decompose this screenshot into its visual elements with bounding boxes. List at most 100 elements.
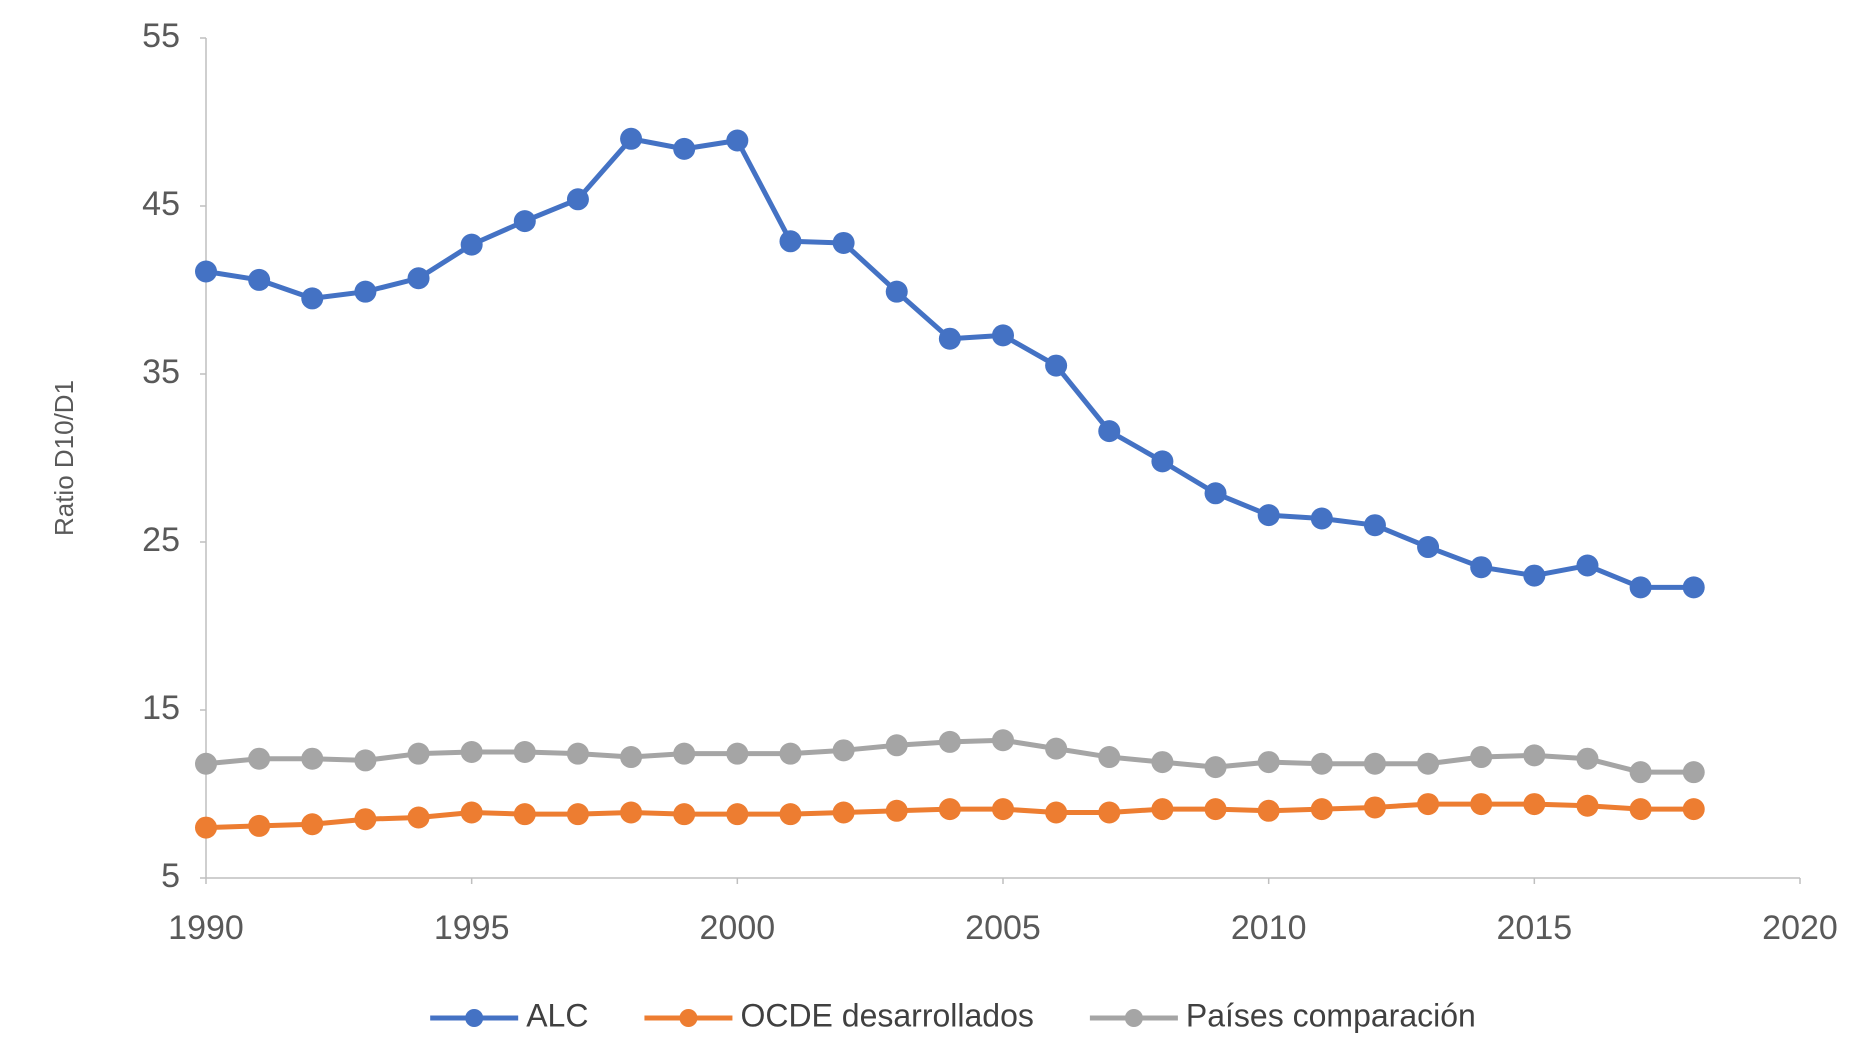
data-point — [1204, 482, 1227, 505]
data-point — [885, 799, 908, 822]
data-point — [1151, 450, 1174, 473]
data-point — [1629, 798, 1652, 821]
data-point — [1310, 507, 1333, 530]
series — [195, 127, 1705, 599]
y-axis-title: Ratio D10/D1 — [49, 380, 79, 536]
data-point — [1310, 798, 1333, 821]
x-tick-label: 2000 — [700, 909, 776, 947]
data-point — [1576, 554, 1599, 577]
data-point — [620, 746, 643, 769]
data-point — [1310, 752, 1333, 775]
data-point — [885, 734, 908, 757]
data-point — [1098, 801, 1121, 824]
data-point — [195, 752, 217, 775]
data-point — [938, 730, 961, 753]
data-point — [832, 801, 855, 824]
data-point — [620, 801, 643, 824]
legend-marker — [679, 1009, 698, 1027]
data-point — [1045, 354, 1068, 377]
data-point — [1470, 746, 1493, 769]
data-point — [354, 280, 377, 303]
data-point — [460, 233, 483, 256]
data-point — [779, 230, 802, 253]
data-point — [1151, 798, 1174, 821]
data-point — [1629, 761, 1652, 784]
data-point — [1204, 756, 1227, 779]
data-point — [673, 137, 696, 160]
data-point — [513, 741, 536, 763]
data-point — [301, 813, 324, 836]
data-point — [1523, 564, 1546, 587]
legend-label: ALC — [526, 997, 588, 1033]
data-point — [1204, 798, 1227, 821]
data-point — [1576, 747, 1599, 770]
data-point — [1045, 801, 1068, 824]
x-tick-label: 1995 — [434, 909, 510, 947]
data-point — [726, 129, 749, 152]
data-point — [407, 267, 430, 290]
legend: ALC OCDE desarrollados Países comparación — [430, 997, 1476, 1033]
data-point — [1523, 744, 1546, 767]
series — [195, 793, 1705, 839]
data-point — [779, 742, 802, 765]
data-point — [407, 742, 430, 765]
data-point — [1576, 794, 1599, 817]
data-point — [1098, 420, 1121, 443]
data-point — [248, 814, 271, 837]
data-point — [1682, 798, 1705, 821]
data-point — [779, 803, 802, 826]
y-tick-label: 15 — [142, 689, 180, 727]
y-tick-label: 5 — [161, 857, 180, 895]
data-point — [1417, 752, 1440, 775]
data-point — [1363, 752, 1386, 775]
data-point — [460, 801, 483, 824]
data-point — [726, 803, 749, 826]
data-point — [673, 803, 696, 826]
data-point — [1098, 746, 1121, 769]
data-point — [1417, 536, 1440, 559]
data-point — [1257, 751, 1280, 774]
x-tick-label: 1990 — [168, 909, 244, 947]
legend-marker — [465, 1009, 484, 1027]
data-point — [938, 327, 961, 350]
data-point — [1151, 751, 1174, 774]
x-tick-label: 2015 — [1497, 909, 1573, 947]
data-point — [354, 808, 377, 831]
legend-item: OCDE desarrollados — [644, 997, 1034, 1033]
data-point — [195, 260, 217, 283]
data-point — [301, 287, 324, 310]
y-tick-label: 35 — [142, 353, 180, 391]
x-tick-label: 2010 — [1231, 909, 1307, 947]
data-point — [1045, 737, 1068, 760]
y-tick-label: 25 — [142, 521, 180, 559]
data-point — [566, 803, 589, 826]
data-point — [1682, 761, 1705, 784]
data-point — [1363, 796, 1386, 819]
data-point — [1257, 504, 1280, 527]
legend-label: Países comparación — [1186, 997, 1476, 1033]
series-line — [205, 136, 1694, 590]
data-point — [992, 798, 1014, 821]
data-point — [726, 742, 749, 765]
data-point — [1682, 576, 1705, 599]
x-tick-label: 2005 — [965, 909, 1041, 947]
data-point — [832, 739, 855, 762]
legend-item: ALC — [430, 997, 588, 1033]
series — [195, 729, 1705, 784]
data-point — [513, 210, 536, 233]
data-point — [1470, 556, 1493, 579]
x-tick-label: 2020 — [1762, 909, 1838, 947]
data-point — [938, 798, 961, 821]
data-point — [832, 231, 855, 254]
data-point — [1629, 576, 1652, 599]
legend-label: OCDE desarrollados — [740, 997, 1033, 1033]
data-point — [620, 127, 643, 150]
data-point — [1257, 799, 1280, 822]
data-point — [885, 280, 908, 303]
data-point — [513, 803, 536, 826]
data-point — [1523, 793, 1546, 816]
data-point — [992, 729, 1014, 752]
data-point — [566, 188, 589, 211]
